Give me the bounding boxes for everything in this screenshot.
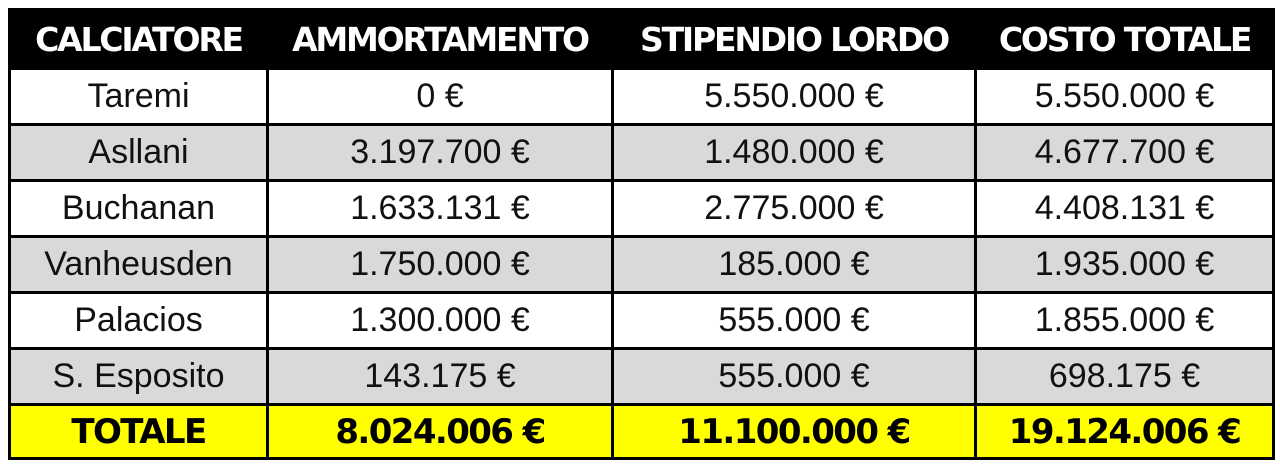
amortization-cell: 143.175 € — [266, 347, 614, 406]
amortization-cell: 1.300.000 € — [266, 291, 614, 350]
total-gross-salary: 11.100.000 € — [611, 403, 977, 460]
total-cost-cell: 698.175 € — [974, 347, 1275, 406]
player-cost-table: CALCIATORE AMMORTAMENTO STIPENDIO LORDO … — [8, 8, 1275, 460]
amortization-cell: 1.750.000 € — [266, 235, 614, 294]
header-calciatore: CALCIATORE — [8, 8, 269, 70]
total-cost-cell: 1.935.000 € — [974, 235, 1275, 294]
player-name-cell: Asllani — [8, 123, 269, 182]
header-row: CALCIATORE AMMORTAMENTO STIPENDIO LORDO … — [8, 8, 1275, 70]
table-row: Taremi 0 € 5.550.000 € 5.550.000 € — [8, 67, 1275, 126]
amortization-cell: 0 € — [266, 67, 614, 126]
gross-salary-cell: 185.000 € — [611, 235, 977, 294]
player-name-cell: Taremi — [8, 67, 269, 126]
total-cost-cell: 5.550.000 € — [974, 67, 1275, 126]
amortization-cell: 3.197.700 € — [266, 123, 614, 182]
gross-salary-cell: 1.480.000 € — [611, 123, 977, 182]
header-costo-totale: COSTO TOTALE — [974, 8, 1275, 70]
total-cost: 19.124.006 € — [974, 403, 1275, 460]
player-name-cell: S. Esposito — [8, 347, 269, 406]
total-cost-cell: 1.855.000 € — [974, 291, 1275, 350]
table-row: Vanheusden 1.750.000 € 185.000 € 1.935.0… — [8, 235, 1275, 294]
player-name-cell: Buchanan — [8, 179, 269, 238]
gross-salary-cell: 2.775.000 € — [611, 179, 977, 238]
gross-salary-cell: 5.550.000 € — [611, 67, 977, 126]
player-name-cell: Vanheusden — [8, 235, 269, 294]
gross-salary-cell: 555.000 € — [611, 347, 977, 406]
header-stipendio-lordo: STIPENDIO LORDO — [611, 8, 977, 70]
gross-salary-cell: 555.000 € — [611, 291, 977, 350]
total-cost-cell: 4.677.700 € — [974, 123, 1275, 182]
table-row: S. Esposito 143.175 € 555.000 € 698.175 … — [8, 347, 1275, 406]
player-name-cell: Palacios — [8, 291, 269, 350]
amortization-cell: 1.633.131 € — [266, 179, 614, 238]
table-row: Asllani 3.197.700 € 1.480.000 € 4.677.70… — [8, 123, 1275, 182]
table-row: Palacios 1.300.000 € 555.000 € 1.855.000… — [8, 291, 1275, 350]
total-row: TOTALE 8.024.006 € 11.100.000 € 19.124.0… — [8, 403, 1275, 460]
total-cost-cell: 4.408.131 € — [974, 179, 1275, 238]
total-amortization: 8.024.006 € — [266, 403, 614, 460]
header-ammortamento: AMMORTAMENTO — [266, 8, 614, 70]
total-label: TOTALE — [8, 403, 269, 460]
table-row: Buchanan 1.633.131 € 2.775.000 € 4.408.1… — [8, 179, 1275, 238]
cost-table-sheet: CALCIATORE AMMORTAMENTO STIPENDIO LORDO … — [8, 8, 1275, 460]
